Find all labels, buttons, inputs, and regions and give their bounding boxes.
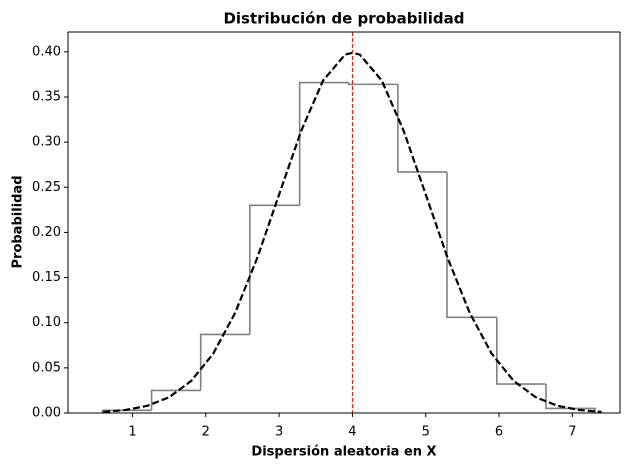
plot-frame: [67, 31, 621, 414]
x-tick-label: 6: [495, 425, 503, 440]
histogram-bin: [347, 82, 398, 86]
histogram-bin: [199, 333, 250, 391]
histogram-bin: [298, 81, 349, 206]
x-axis-label: Dispersión aleatoria en X: [251, 445, 436, 460]
x-tick-label: 5: [422, 425, 430, 440]
x-tick-label: 4: [348, 425, 356, 440]
x-tick-label: 3: [275, 425, 283, 440]
x-tick-label: 2: [202, 425, 210, 440]
chart-title: Distribución de probabilidad: [223, 10, 464, 28]
y-tick-label: 0.10: [32, 315, 61, 330]
y-tick-label: 0.40: [32, 44, 61, 59]
y-tick-label: 0.20: [32, 225, 61, 240]
x-tick-label: 1: [128, 425, 136, 440]
histogram-bin: [446, 171, 497, 319]
y-tick-label: 0.05: [32, 360, 61, 375]
y-tick-label: 0.30: [32, 135, 61, 150]
histogram-bin: [397, 84, 447, 173]
y-tick-label: 0.25: [32, 180, 61, 195]
histogram-bin: [101, 409, 152, 413]
y-tick-label: 0.00: [32, 406, 61, 421]
y-tick-label: 0.15: [32, 270, 61, 285]
histogram-bin: [496, 317, 546, 385]
y-tick-label: 0.35: [32, 90, 61, 105]
y-axis-label: Probabilidad: [11, 175, 26, 268]
histogram-bin: [150, 389, 201, 411]
x-tick-label: 7: [568, 425, 576, 440]
histogram-bin: [249, 204, 300, 335]
